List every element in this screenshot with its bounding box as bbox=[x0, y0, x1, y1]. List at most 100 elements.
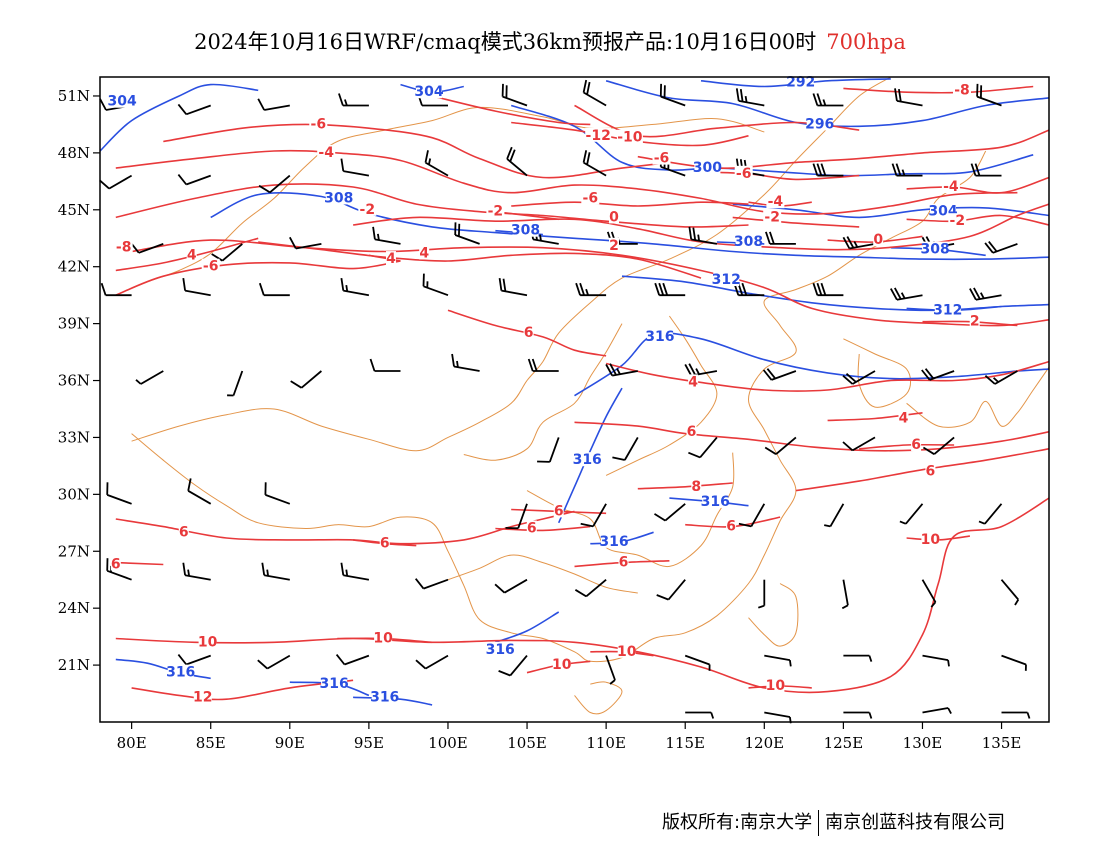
wind-barb bbox=[501, 83, 528, 107]
contour-label: 10 bbox=[766, 678, 786, 694]
wind-barb-full bbox=[735, 88, 740, 102]
wind-barb-full bbox=[582, 79, 588, 93]
contour-label: 0 bbox=[609, 209, 619, 225]
lon-tick-label: 125E bbox=[824, 734, 864, 752]
wind-barb-full bbox=[973, 287, 981, 300]
wind-barb-staff bbox=[108, 174, 133, 190]
boundary-line bbox=[463, 323, 623, 461]
contour-label: 2 bbox=[970, 314, 980, 330]
contour-label-bg bbox=[969, 313, 980, 328]
wind-barb-full bbox=[340, 277, 345, 291]
contour-label-bg bbox=[735, 234, 762, 248]
wind-barb bbox=[582, 79, 607, 107]
boundary-line bbox=[574, 681, 623, 715]
wind-barb bbox=[454, 222, 480, 245]
wind-barb-full bbox=[846, 236, 855, 249]
contour-label-bg bbox=[487, 641, 514, 656]
wind-barb-staff bbox=[660, 95, 686, 107]
contour-label: -4 bbox=[318, 145, 334, 161]
wind-barb-staff bbox=[374, 238, 401, 245]
wind-barb-half bbox=[899, 520, 907, 525]
wind-barb-half bbox=[1026, 712, 1031, 719]
wind-barb-full bbox=[340, 158, 345, 172]
contour-label: 4 bbox=[386, 251, 396, 267]
wind-barb-full bbox=[586, 152, 591, 165]
wind-barb-staff bbox=[295, 243, 322, 250]
wind-barb bbox=[764, 436, 797, 455]
temperature-contour-line bbox=[574, 421, 1050, 452]
contour-label: 6 bbox=[687, 424, 697, 440]
wind-barb-full bbox=[890, 288, 898, 301]
wind-barb-full bbox=[662, 282, 669, 296]
lat-tick-label: 24N bbox=[58, 599, 90, 617]
contour-label: 308 bbox=[324, 190, 353, 206]
temperature-contour-line bbox=[843, 85, 1034, 94]
wind-barb-staff bbox=[532, 238, 559, 245]
wind-barb bbox=[527, 358, 559, 372]
lon-tick-label: 95E bbox=[354, 734, 384, 752]
wind-barb-full bbox=[688, 363, 696, 376]
wind-barb-full bbox=[372, 226, 376, 240]
lon-tick-label: 115E bbox=[665, 734, 705, 752]
wind-barb-half bbox=[947, 707, 952, 715]
wind-barb-full bbox=[177, 174, 188, 186]
wind-barb bbox=[921, 368, 955, 381]
wind-barb-staff bbox=[343, 574, 370, 581]
lat-tick-label: 42N bbox=[58, 258, 90, 276]
lat-tick-label: 30N bbox=[58, 485, 90, 503]
contour-label: 308 bbox=[734, 234, 763, 250]
wind-barb-full bbox=[688, 451, 701, 459]
wind-barb-full bbox=[738, 522, 752, 528]
wind-barb bbox=[99, 174, 133, 190]
contour-label-bg bbox=[911, 437, 922, 451]
contour-label: 304 bbox=[107, 94, 136, 110]
wind-barb-full bbox=[182, 277, 186, 291]
wind-barb bbox=[494, 578, 528, 594]
wind-barb-staff bbox=[660, 165, 686, 177]
wind-barb-full bbox=[369, 358, 376, 372]
wind-barb-full bbox=[984, 375, 996, 385]
contour-label: -2 bbox=[488, 204, 504, 220]
lat-tick-label: 39N bbox=[58, 315, 90, 333]
lat-tick-label: 51N bbox=[58, 87, 90, 105]
temperature-contour-line bbox=[131, 239, 1050, 327]
wind-barb bbox=[187, 478, 212, 505]
wind-barb-half bbox=[841, 604, 849, 610]
wind-barb-staff bbox=[184, 289, 211, 297]
contour-label: -6 bbox=[311, 116, 327, 132]
wind-barb-half bbox=[710, 712, 715, 719]
wind-barb bbox=[335, 654, 370, 666]
wind-barb-staff bbox=[933, 436, 955, 455]
geopotential-contour-line bbox=[557, 387, 623, 524]
wind-barb bbox=[656, 579, 686, 601]
wind-barb-full bbox=[289, 236, 297, 249]
wind-barb-staff bbox=[605, 655, 616, 681]
temperature-contour-line bbox=[906, 214, 1050, 226]
lat-tick-label: 36N bbox=[58, 372, 90, 390]
contour-label: -6 bbox=[736, 166, 752, 182]
contour-label-bg bbox=[416, 84, 442, 99]
contour-label: 312 bbox=[933, 302, 962, 318]
wind-barb-staff bbox=[624, 436, 639, 461]
wind-barb-full bbox=[842, 236, 851, 249]
wind-barb-staff bbox=[423, 578, 449, 590]
temperature-contour-line bbox=[115, 561, 164, 566]
temperature-contour-line bbox=[115, 497, 1050, 694]
wind-barb-staff bbox=[929, 370, 955, 381]
wind-barb-full bbox=[257, 98, 265, 111]
wind-barb-full bbox=[99, 179, 110, 190]
contour-label: 10 bbox=[617, 644, 637, 660]
contour-label-bg bbox=[552, 657, 571, 672]
contour-label: -8 bbox=[116, 240, 132, 256]
wind-barb bbox=[415, 654, 449, 670]
wind-barb bbox=[976, 83, 1002, 107]
lon-tick-label: 100E bbox=[428, 734, 468, 752]
contour-label-bg bbox=[581, 190, 600, 205]
lon-tick-label: 90E bbox=[275, 734, 305, 752]
wind-barb bbox=[921, 579, 937, 608]
wind-barb-staff bbox=[185, 174, 212, 186]
contour-label-bg bbox=[806, 116, 833, 131]
wind-barb bbox=[451, 353, 480, 372]
wind-barb bbox=[289, 236, 322, 250]
wind-barb-half bbox=[744, 95, 748, 103]
